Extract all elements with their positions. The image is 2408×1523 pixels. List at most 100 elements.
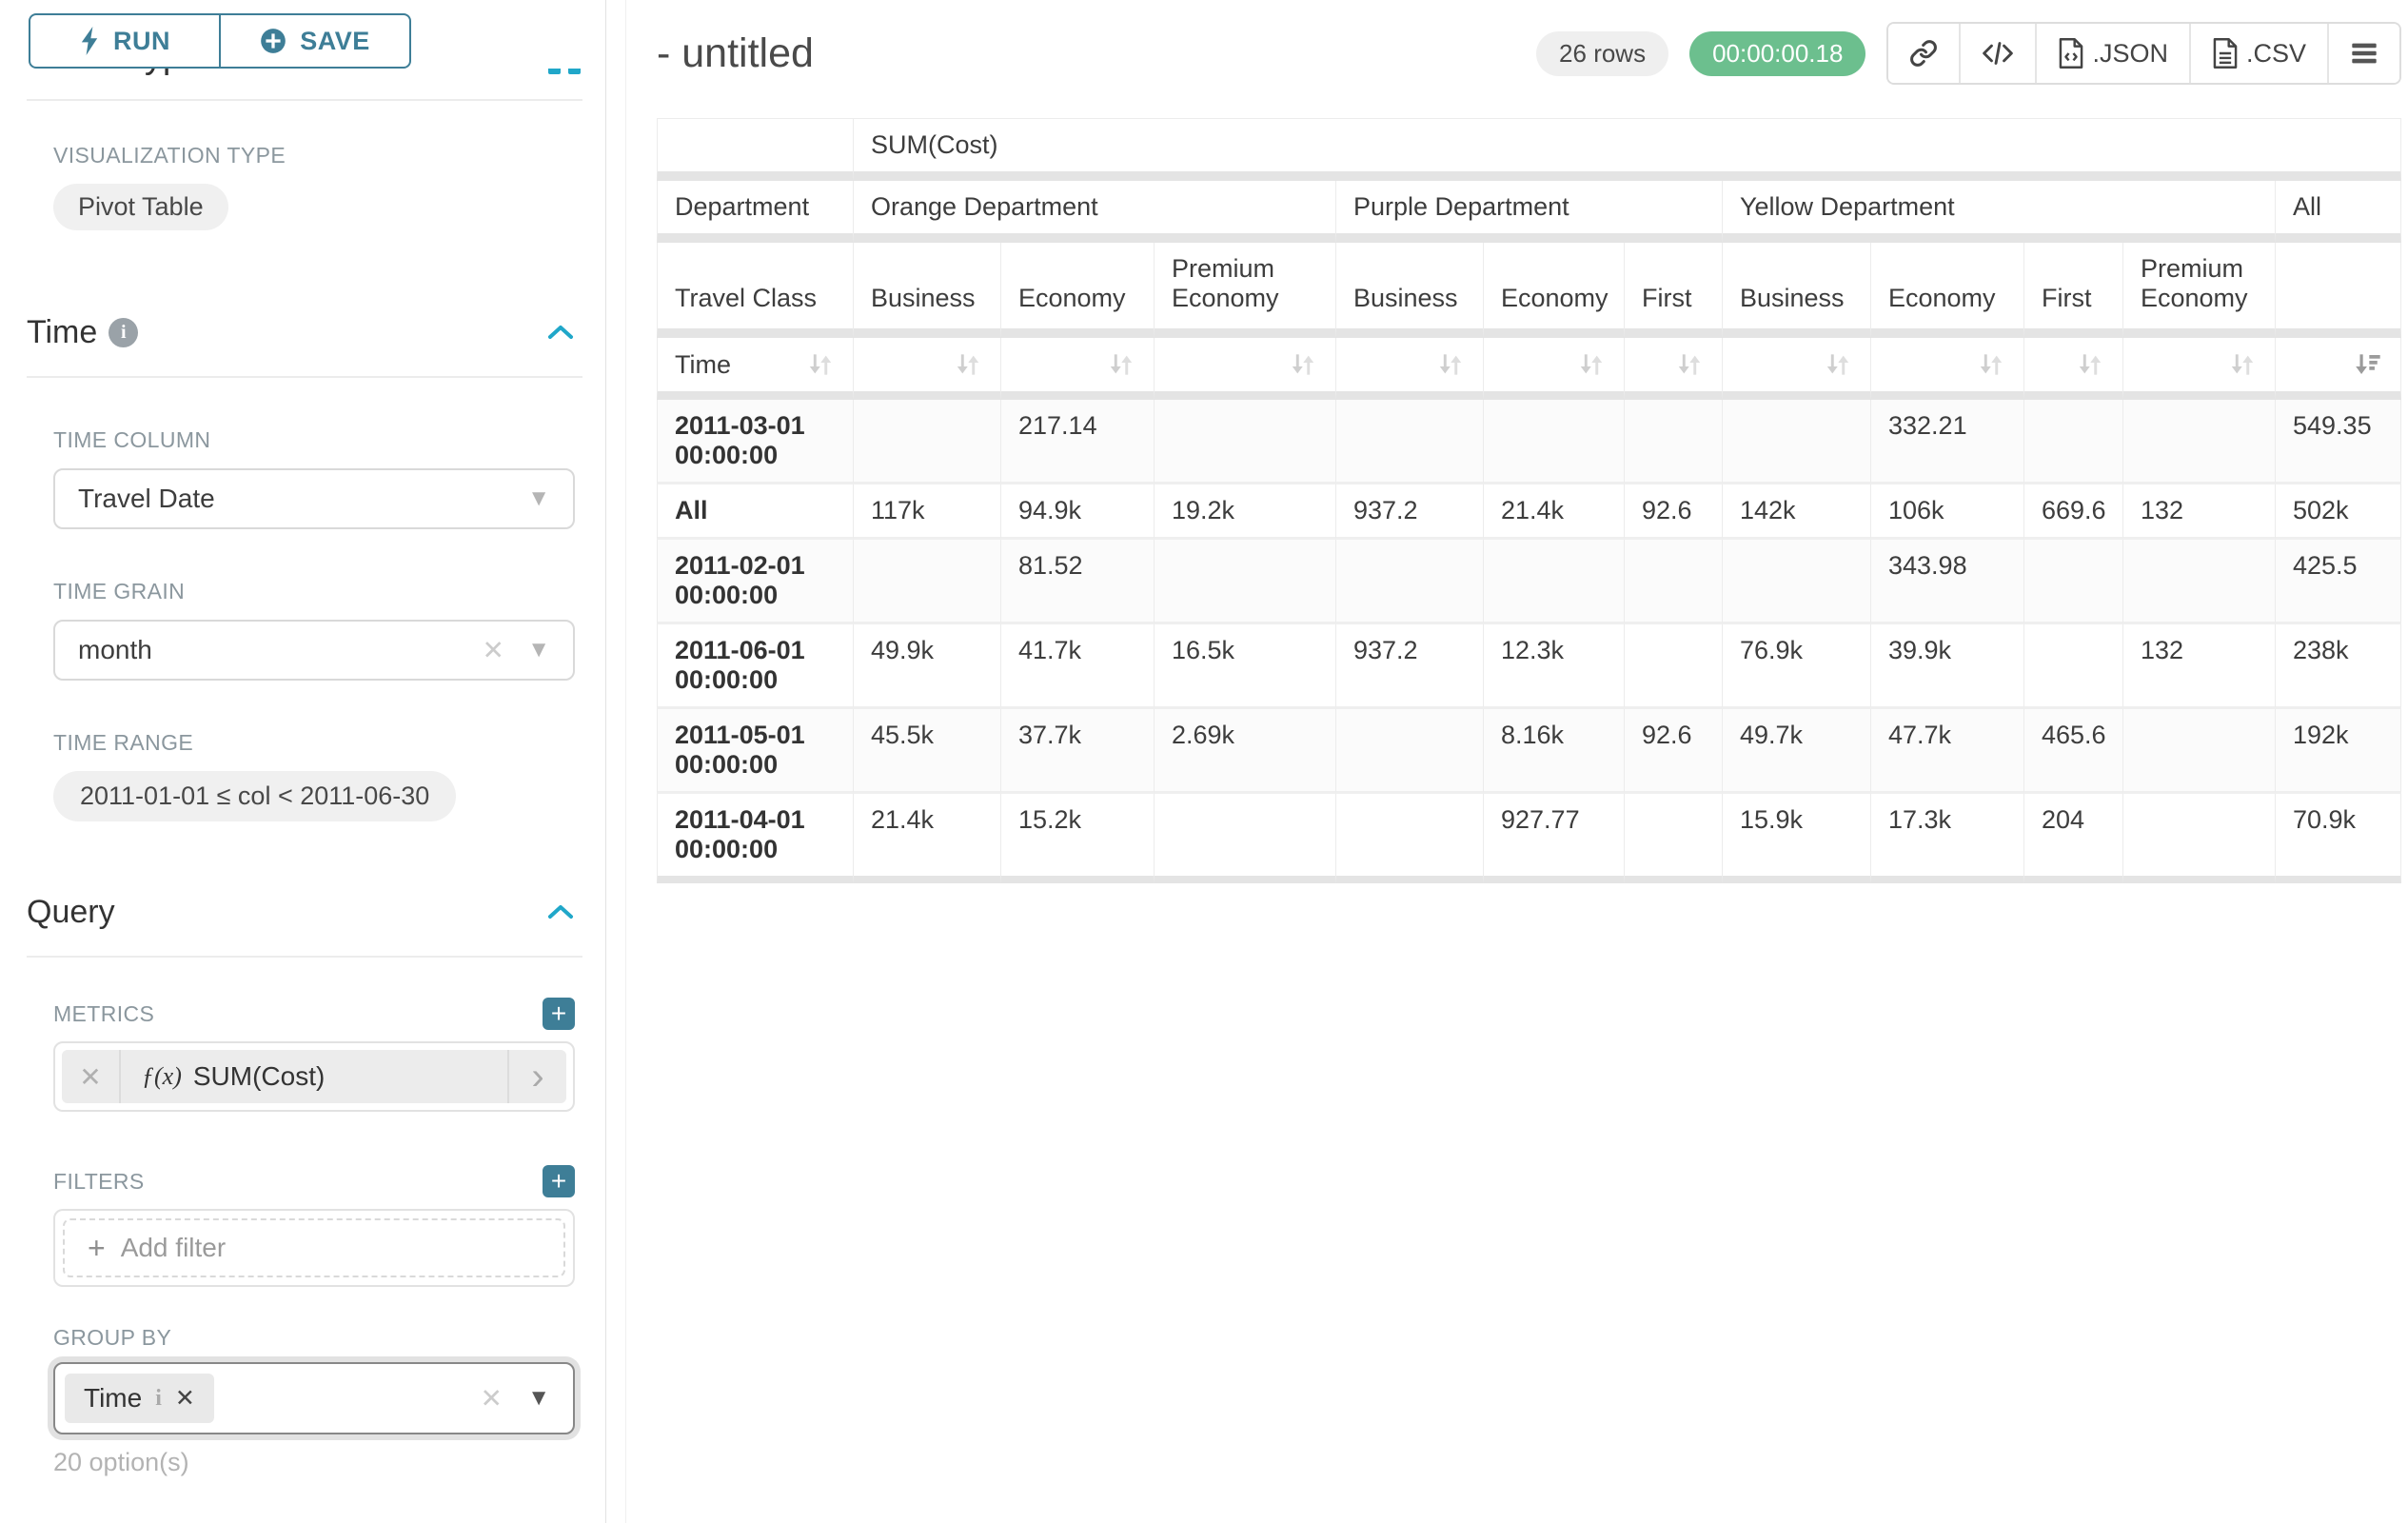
sort-arrows-icon: [805, 349, 836, 380]
pivot-cell: [1155, 794, 1336, 883]
pivot-cell: 49.9k: [854, 624, 1001, 709]
pivot-travel-class-header: Business: [1336, 243, 1484, 338]
pivot-cell: [2024, 540, 2123, 624]
pivot-cell: 217.14: [1001, 400, 1155, 485]
time-grain-value: month: [78, 635, 152, 665]
pivot-cell: 19.2k: [1155, 485, 1336, 540]
pivot-cell: [1336, 794, 1484, 883]
columns-label: COLUMNS: [53, 1519, 575, 1523]
pivot-cell: 81.52: [1001, 540, 1155, 624]
pivot-department-header: All: [2276, 181, 2401, 243]
sort-arrows-icon: [953, 349, 983, 380]
filters-control: + Add filter: [53, 1209, 575, 1287]
pivot-cell: 39.9k: [1871, 624, 2024, 709]
pivot-cell: 332.21: [1871, 400, 2024, 485]
pivot-travel-class-header: Economy: [1484, 243, 1625, 338]
pivot-travel-class-header: First: [2024, 243, 2123, 338]
pivot-sort-header[interactable]: [1723, 338, 1871, 400]
pivot-cell: [2123, 400, 2276, 485]
menu-button[interactable]: [2329, 24, 2399, 83]
pivot-row-header: All: [657, 485, 854, 540]
pivot-row-header: 2011-05-01 00:00:00: [657, 709, 854, 794]
pivot-cell: 47.7k: [1871, 709, 2024, 794]
clear-icon[interactable]: ✕: [481, 1383, 503, 1414]
add-metric-button[interactable]: +: [543, 998, 575, 1030]
viz-type-pill[interactable]: Pivot Table: [53, 184, 228, 230]
app-root: Chart Type RUN SAVE VISUALIZATION TYPE P…: [0, 0, 2408, 1523]
pivot-cell: [1336, 709, 1484, 794]
export-button-group: .JSON .CSV: [1886, 22, 2401, 85]
time-range-pill[interactable]: 2011-01-01 ≤ col < 2011-06-30: [53, 771, 456, 821]
pivot-cell: 465.6: [2024, 709, 2123, 794]
sort-arrows-icon: [1976, 349, 2006, 380]
chevron-right-icon[interactable]: ›: [507, 1050, 566, 1103]
pivot-time-sort-header[interactable]: Time: [657, 338, 854, 400]
viz-type-label: VISUALIZATION TYPE: [53, 143, 575, 168]
run-button[interactable]: RUN: [29, 13, 220, 69]
chart-title[interactable]: - untitled: [657, 30, 814, 77]
metric-pill[interactable]: ✕ ƒ(x) SUM(Cost) ›: [62, 1050, 566, 1103]
pivot-department-header: Orange Department: [854, 181, 1336, 243]
pivot-cell: 117k: [854, 485, 1001, 540]
pivot-sort-header[interactable]: [1871, 338, 2024, 400]
pivot-sort-header[interactable]: [1155, 338, 1336, 400]
pivot-sort-header[interactable]: [2123, 338, 2276, 400]
pivot-sort-header[interactable]: [1001, 338, 1155, 400]
save-button[interactable]: SAVE: [220, 13, 411, 69]
pivot-cell: 76.9k: [1723, 624, 1871, 709]
time-grain-label: TIME GRAIN: [53, 579, 575, 604]
pivot-cell: [1625, 540, 1723, 624]
caret-down-icon: ▼: [527, 637, 550, 663]
group-by-label: GROUP BY: [53, 1325, 575, 1351]
sort-arrows-icon: [2227, 349, 2258, 380]
export-json-button[interactable]: .JSON: [2037, 24, 2191, 83]
chevron-up-icon[interactable]: [546, 324, 575, 343]
pivot-row-header: 2011-04-01 00:00:00: [657, 794, 854, 883]
pivot-cell: [2123, 540, 2276, 624]
panel-gutter: [606, 0, 626, 1523]
add-filter-button[interactable]: + Add filter: [63, 1218, 565, 1277]
pivot-travel-class-header: Economy: [1001, 243, 1155, 338]
embed-code-button[interactable]: [1961, 24, 2037, 83]
pivot-sort-header[interactable]: [1484, 338, 1625, 400]
pivot-row: 2011-05-01 00:00:0045.5k37.7k2.69k8.16k9…: [657, 709, 2401, 794]
pivot-travel-class-header: Premium Economy: [2123, 243, 2276, 338]
pivot-sort-header[interactable]: [2024, 338, 2123, 400]
remove-metric-icon[interactable]: ✕: [62, 1050, 121, 1103]
group-by-tag-time[interactable]: Time i ✕: [65, 1374, 214, 1423]
group-by-select[interactable]: Time i ✕ ✕ ▼: [53, 1362, 575, 1434]
pivot-cell: [1155, 540, 1336, 624]
plus-circle-icon: [260, 28, 286, 54]
pivot-sorted-desc-header[interactable]: [2276, 338, 2401, 400]
sort-arrows-icon: [1576, 349, 1607, 380]
pivot-cell: 937.2: [1336, 624, 1484, 709]
pivot-cell: [2123, 794, 2276, 883]
share-link-button[interactable]: [1888, 24, 1961, 83]
pivot-travel-class-header: Economy: [1871, 243, 2024, 338]
pivot-cell: [2024, 400, 2123, 485]
export-csv-button[interactable]: .CSV: [2191, 24, 2329, 83]
remove-tag-icon[interactable]: ✕: [175, 1384, 195, 1413]
tag-label: Time: [84, 1383, 142, 1414]
pivot-travel-class-header: Business: [854, 243, 1001, 338]
pivot-department-header: Purple Department: [1336, 181, 1723, 243]
pivot-sort-header[interactable]: [1625, 338, 1723, 400]
run-button-label: RUN: [113, 27, 170, 56]
pivot-travel-class-axis-label: Travel Class: [657, 243, 854, 338]
pivot-corner-cell: [657, 118, 854, 181]
code-icon: [1982, 39, 2014, 68]
info-icon: i: [109, 318, 138, 347]
time-column-value: Travel Date: [78, 484, 215, 514]
sort-arrows-icon: [1106, 349, 1136, 380]
pivot-sort-header[interactable]: [1336, 338, 1484, 400]
pivot-cell: 937.2: [1336, 485, 1484, 540]
chart-header: - untitled 26 rows 00:00:00.18 .JSON: [657, 17, 2401, 89]
sort-arrows-icon: [1288, 349, 1318, 380]
clear-icon[interactable]: ✕: [483, 635, 504, 666]
add-filter-plus-button[interactable]: +: [543, 1165, 575, 1197]
chevron-up-icon[interactable]: [546, 903, 575, 922]
filters-label: FILTERS: [53, 1169, 145, 1195]
pivot-sort-header[interactable]: [854, 338, 1001, 400]
time-column-select[interactable]: Travel Date ▼: [53, 468, 575, 529]
time-grain-select[interactable]: month ✕ ▼: [53, 620, 575, 681]
